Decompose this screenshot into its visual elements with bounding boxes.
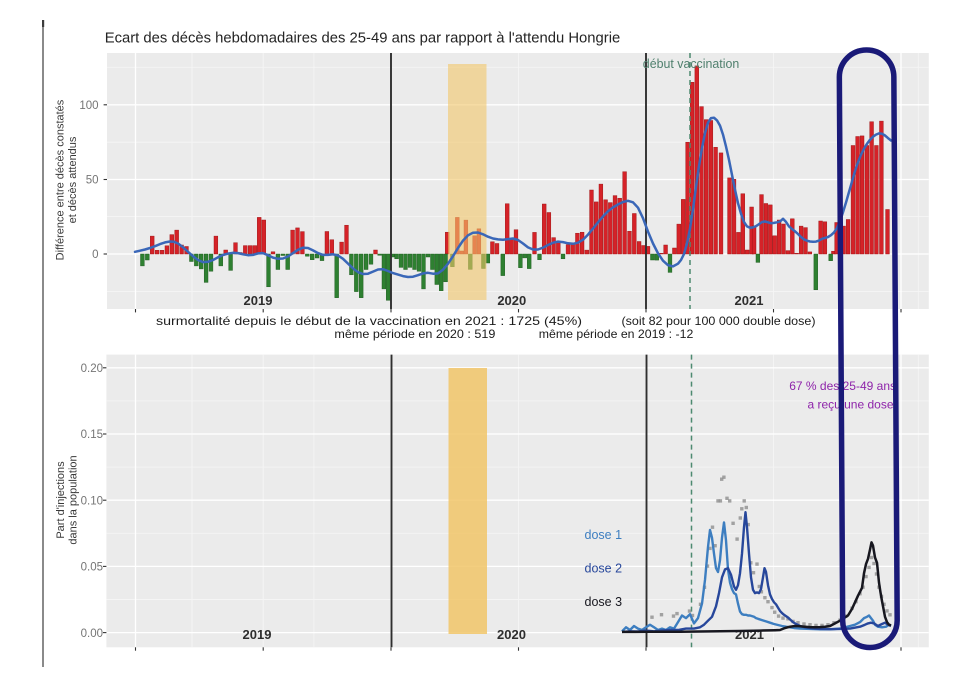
svg-text:2021: 2021: [735, 293, 764, 308]
svg-text:0.15: 0.15: [81, 429, 103, 441]
svg-text:0.00: 0.00: [81, 628, 103, 640]
svg-text:2019: 2019: [244, 293, 273, 308]
svg-text:et décès attendus: et décès attendus: [67, 136, 79, 223]
svg-text:dans la population: dans la population: [68, 455, 80, 544]
svg-text:même période en 2020 : 519: même période en 2020 : 519: [334, 327, 495, 341]
svg-text:dose 1: dose 1: [585, 528, 623, 542]
svg-text:0.05: 0.05: [81, 562, 103, 574]
svg-text:0: 0: [92, 249, 98, 261]
svg-text:0.10: 0.10: [81, 495, 103, 507]
svg-text:Ecart des décès hebdomadaires: Ecart des décès hebdomadaires des 25-49 …: [105, 30, 621, 47]
svg-text:(soit 82 pour 100 000 double d: (soit 82 pour 100 000 double dose): [622, 314, 816, 328]
svg-text:100: 100: [79, 100, 98, 112]
svg-text:2019: 2019: [243, 627, 272, 642]
svg-text:2021: 2021: [735, 627, 764, 642]
svg-text:Part d'injections: Part d'injections: [55, 461, 67, 539]
svg-text:50: 50: [86, 175, 99, 187]
svg-text:début vaccination: début vaccination: [643, 56, 740, 71]
svg-text:dose 2: dose 2: [585, 562, 623, 576]
svg-text:même période en 2019 : -12: même période en 2019 : -12: [539, 327, 694, 341]
svg-text:2020: 2020: [497, 627, 526, 642]
svg-text:2020: 2020: [497, 293, 526, 308]
svg-text:surmortalité depuis le début d: surmortalité depuis le début de la vacci…: [156, 314, 582, 328]
svg-text:0.20: 0.20: [81, 363, 103, 375]
svg-text:Différence entre décès constat: Différence entre décès constatés: [55, 99, 67, 260]
svg-text:dose 3: dose 3: [585, 595, 623, 609]
svg-text:a reçu une dose: a reçu une dose: [807, 398, 893, 412]
